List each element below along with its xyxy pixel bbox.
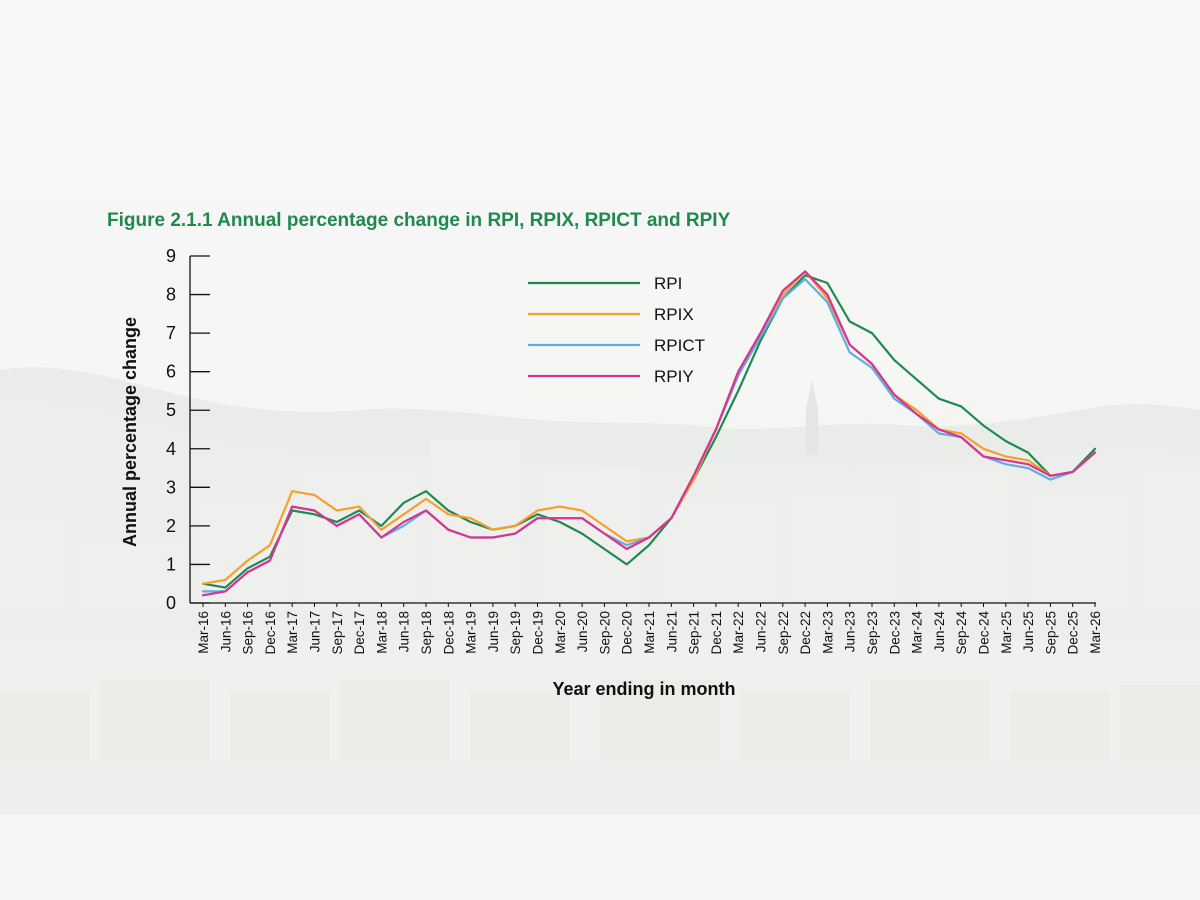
x-tick-label: Jun-24: [932, 611, 947, 653]
x-axis-ticks: Mar-16 Jun-16 Sep-16 Dec-16 Mar-17 Jun-17 Sep-…: [196, 603, 1103, 655]
x-tick-label: Jun-25: [1021, 611, 1036, 652]
chart-title: Figure 2.1.1 Annual percentage change in…: [107, 210, 731, 231]
x-tick-label: Sep-25: [1043, 611, 1058, 655]
x-tick-label: Dec-20: [620, 611, 635, 655]
x-tick-label: Mar-18: [374, 611, 389, 654]
x-tick-label: Jun-16: [218, 611, 233, 652]
x-tick-label: Mar-17: [285, 611, 300, 654]
y-tick-label: 9: [166, 246, 176, 266]
y-tick-label: 8: [166, 285, 176, 305]
x-tick-label: Dec-24: [977, 611, 992, 655]
y-tick-label: 5: [166, 400, 176, 420]
x-tick-label: Dec-18: [441, 611, 456, 655]
x-tick-label: Sep-19: [508, 611, 523, 655]
legend-label-rpict: RPICT: [654, 336, 705, 355]
x-tick-label: Dec-21: [709, 611, 724, 655]
x-axis-title: Year ending in month: [552, 679, 735, 699]
x-tick-label: Sep-22: [776, 611, 791, 655]
x-tick-label: Dec-23: [887, 611, 902, 655]
x-tick-label: Mar-21: [642, 611, 657, 654]
x-tick-label: Mar-23: [820, 611, 835, 654]
series-line-rpi: [201, 274, 1097, 589]
legend-label-rpi: RPI: [654, 274, 682, 293]
y-tick-label: 1: [166, 554, 176, 574]
x-tick-label: Dec-17: [352, 611, 367, 655]
x-tick-label: Sep-20: [597, 611, 612, 655]
x-tick-label: Mar-16: [196, 611, 211, 654]
x-tick-label: Sep-18: [419, 611, 434, 655]
x-tick-label: Mar-19: [464, 611, 479, 654]
x-tick-label: Mar-20: [553, 611, 568, 654]
x-tick-label: Jun-20: [575, 611, 590, 652]
x-tick-label: Jun-23: [843, 611, 858, 652]
y-tick-label: 4: [166, 439, 176, 459]
legend-label-rpix: RPIX: [654, 305, 694, 324]
y-axis-title: Annual percentage change: [120, 317, 140, 547]
x-tick-label: Sep-16: [241, 611, 256, 655]
x-tick-label: Jun-22: [754, 611, 769, 652]
x-tick-label: Mar-24: [910, 611, 925, 654]
series-line-rpiy: [201, 270, 1097, 597]
y-tick-label: 3: [166, 477, 176, 497]
x-tick-label: Sep-23: [865, 611, 880, 655]
legend: RPI RPIX RPICT RPIY: [528, 274, 705, 386]
x-tick-label: Dec-16: [263, 611, 278, 655]
x-tick-label: Jun-19: [486, 611, 501, 652]
series-lines: [201, 270, 1097, 597]
x-tick-label: Sep-24: [954, 611, 969, 655]
x-tick-label: Sep-21: [687, 611, 702, 655]
x-tick-label: Sep-17: [330, 611, 345, 655]
x-tick-label: Dec-25: [1066, 611, 1081, 655]
y-tick-label: 0: [166, 593, 176, 613]
y-tick-label: 6: [166, 362, 176, 382]
x-tick-label: Mar-25: [999, 611, 1014, 654]
x-tick-label: Jun-21: [664, 611, 679, 652]
x-tick-label: Dec-22: [798, 611, 813, 655]
x-tick-label: Jun-17: [308, 611, 323, 652]
x-tick-label: Mar-22: [731, 611, 746, 654]
legend-label-rpiy: RPIY: [654, 367, 694, 386]
x-tick-label: Dec-19: [531, 611, 546, 655]
x-tick-label: Jun-18: [397, 611, 412, 652]
y-axis-ticks: 0 1 2 3 4 5 6 7 8 9: [166, 246, 210, 613]
y-tick-label: 2: [166, 516, 176, 536]
x-tick-label: Mar-26: [1088, 611, 1103, 654]
y-tick-label: 7: [166, 323, 176, 343]
